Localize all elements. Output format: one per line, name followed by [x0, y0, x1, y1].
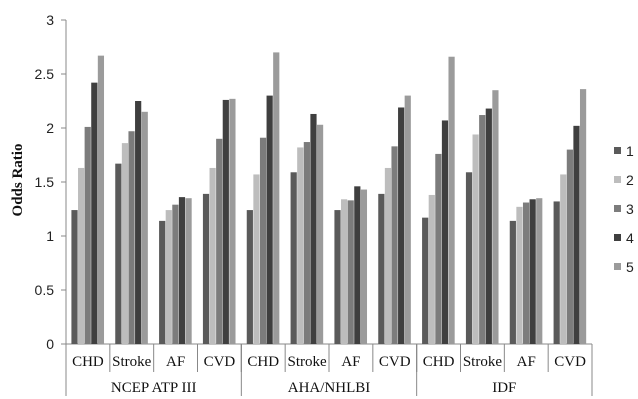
bar	[522, 202, 530, 344]
bar	[347, 200, 354, 344]
category-label: CVD	[554, 354, 586, 370]
bar	[341, 199, 348, 344]
y-tick-label: 3	[46, 12, 54, 28]
bar	[202, 193, 210, 344]
bar	[253, 174, 260, 344]
bar	[216, 138, 223, 344]
group-label: AHA/NHLBI	[288, 380, 371, 396]
bar	[465, 172, 473, 344]
bar	[566, 149, 573, 344]
bar	[560, 174, 567, 344]
bar	[259, 137, 267, 344]
bar	[303, 142, 310, 344]
group-label: NCEP ATP III	[111, 380, 197, 396]
legend-swatch	[614, 205, 621, 212]
y-tick-label: 0.5	[35, 282, 55, 298]
bar	[384, 167, 392, 344]
category-label: AF	[341, 354, 360, 370]
bar	[553, 201, 560, 344]
bar	[185, 198, 192, 344]
bar	[435, 153, 442, 344]
bar	[536, 198, 543, 344]
bar	[360, 189, 368, 344]
bar	[573, 125, 580, 344]
bar	[115, 163, 122, 344]
bar	[97, 55, 105, 344]
category-label: CVD	[204, 354, 236, 370]
bar	[529, 199, 536, 344]
bar	[316, 124, 324, 344]
bar	[492, 90, 499, 344]
category-label: CHD	[423, 354, 455, 370]
legend-label: 5	[626, 259, 634, 275]
bar	[516, 206, 523, 344]
legend-swatch	[614, 234, 621, 241]
legend-swatch	[614, 147, 621, 154]
bar	[84, 126, 91, 344]
bar	[354, 186, 361, 344]
category-label: CHD	[247, 354, 279, 370]
bar	[141, 111, 148, 344]
legend-label: 4	[626, 230, 634, 246]
bar	[78, 167, 85, 344]
bar	[178, 197, 186, 344]
bar	[404, 95, 411, 344]
bar	[398, 107, 405, 344]
bar	[266, 95, 273, 344]
bar	[135, 101, 142, 344]
bar	[310, 113, 317, 345]
bar	[422, 217, 429, 344]
legend: 1 2 3 4 5	[614, 143, 634, 275]
y-tick-label: 2	[46, 120, 54, 136]
category-label: Stroke	[463, 354, 503, 370]
legend-swatch	[614, 263, 621, 270]
category-label: CVD	[379, 354, 411, 370]
bar	[121, 143, 129, 344]
legend-label: 2	[626, 172, 634, 188]
y-tick-label: 0	[46, 336, 54, 352]
bar	[165, 210, 172, 344]
bar	[485, 108, 492, 344]
legend-label: 1	[626, 143, 634, 159]
bar	[579, 89, 587, 345]
y-axis-title: Odds Ratio	[10, 144, 26, 217]
bar	[159, 220, 166, 344]
bar	[246, 210, 253, 344]
bar	[209, 167, 216, 344]
category-label: CHD	[72, 354, 104, 370]
bar	[509, 220, 516, 344]
legend-label: 3	[626, 201, 634, 217]
category-label: AF	[517, 354, 536, 370]
bar	[222, 99, 229, 344]
bar	[273, 52, 280, 345]
bar	[334, 210, 341, 344]
bar	[172, 204, 179, 344]
bar	[479, 115, 486, 344]
bar	[71, 210, 78, 344]
category-label: Stroke	[287, 354, 327, 370]
y-tick-label: 2.5	[35, 66, 55, 82]
y-tick-label: 1	[46, 228, 54, 244]
category-label: AF	[166, 354, 185, 370]
legend-swatch	[614, 176, 621, 183]
bar	[391, 146, 398, 344]
bar	[290, 172, 297, 344]
bar	[378, 193, 385, 344]
bar	[472, 134, 479, 344]
bar	[441, 120, 449, 344]
group-label: IDF	[492, 380, 516, 396]
bar	[229, 98, 236, 344]
bar	[128, 131, 135, 344]
plot-area: 0 0.5 1 1.5 2 2.5 3 CHD Stroke AF CVD NCEP ATP III C…	[35, 12, 593, 396]
bar	[448, 56, 455, 344]
bar	[297, 147, 304, 344]
bar	[428, 194, 435, 344]
y-tick-label: 1.5	[35, 174, 55, 190]
bar	[91, 82, 98, 344]
category-label: Stroke	[112, 354, 152, 370]
